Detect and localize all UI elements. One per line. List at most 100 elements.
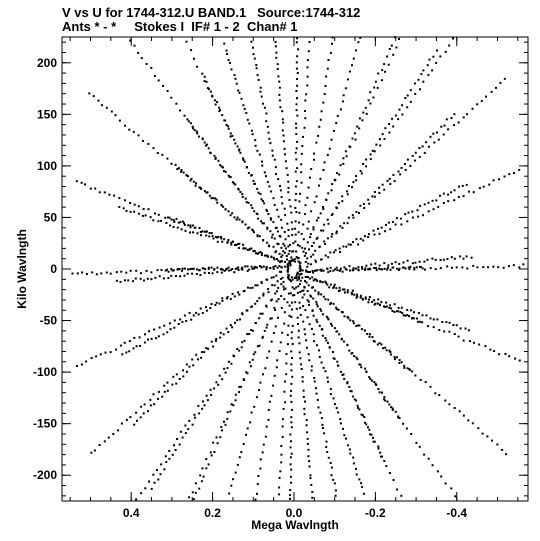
uv-point	[320, 229, 323, 232]
uv-point	[234, 77, 237, 80]
uv-point	[281, 129, 284, 132]
uv-point	[229, 324, 232, 327]
uv-point	[409, 100, 412, 103]
uv-point	[345, 245, 348, 248]
uv-point	[459, 327, 462, 330]
uv-point	[397, 269, 400, 271]
uv-point	[210, 303, 213, 305]
uv-point	[288, 304, 291, 307]
uv-point	[280, 196, 283, 199]
uv-point	[279, 185, 281, 188]
y-tick-label: 0	[50, 262, 57, 276]
uv-point	[169, 328, 172, 331]
uv-point	[327, 59, 330, 61]
uv-point	[286, 270, 289, 273]
uv-point	[320, 417, 323, 420]
uv-point	[380, 343, 383, 346]
uv-point	[318, 324, 321, 327]
uv-point	[140, 492, 143, 495]
uv-point	[246, 269, 249, 272]
uv-point	[325, 315, 328, 318]
uv-point	[301, 296, 304, 299]
uv-point	[261, 336, 264, 339]
uv-point	[201, 351, 204, 353]
uv-point	[221, 240, 224, 243]
uv-point	[253, 267, 256, 270]
uv-point	[329, 462, 332, 464]
uv-point	[351, 269, 354, 272]
uv-point	[128, 350, 131, 353]
uv-point	[422, 69, 425, 72]
uv-point	[329, 388, 332, 390]
uv-point	[398, 362, 401, 364]
uv-point	[330, 189, 333, 192]
uv-point	[326, 317, 329, 320]
uv-point	[157, 79, 160, 82]
uv-point	[334, 494, 337, 497]
uv-point	[297, 285, 300, 288]
uv-point	[284, 160, 287, 163]
uv-point	[171, 269, 174, 272]
uv-point	[273, 306, 276, 309]
uv-point	[288, 244, 291, 246]
uv-point	[368, 296, 371, 299]
uv-point	[290, 331, 293, 334]
uv-point	[274, 325, 277, 328]
uv-point	[227, 127, 230, 130]
uv-point	[187, 268, 190, 271]
uv-point	[317, 134, 320, 137]
uv-point	[85, 360, 88, 363]
uv-point	[298, 276, 300, 278]
uv-point	[290, 337, 293, 340]
uv-point	[330, 138, 333, 141]
uv-point	[297, 231, 300, 234]
uv-point	[137, 205, 140, 208]
uv-point	[147, 208, 150, 211]
uv-point	[364, 297, 367, 300]
uv-point	[296, 273, 298, 276]
uv-point	[161, 153, 164, 156]
uv-point	[218, 374, 221, 377]
uv-point	[318, 355, 321, 358]
uv-point	[216, 271, 219, 274]
uv-point	[275, 366, 278, 369]
uv-point	[201, 230, 204, 233]
uv-point	[513, 172, 515, 174]
uv-point	[346, 343, 349, 346]
uv-point	[351, 352, 354, 354]
uv-point	[220, 271, 223, 274]
uv-point	[298, 270, 301, 272]
uv-point	[353, 398, 356, 401]
uv-point	[270, 317, 273, 320]
uv-point	[312, 228, 315, 231]
uv-point	[167, 277, 170, 279]
uv-point	[296, 291, 299, 294]
uv-point	[407, 211, 410, 214]
uv-point	[273, 284, 276, 287]
uv-point	[378, 264, 381, 267]
uv-point	[234, 471, 237, 474]
uv-point	[239, 318, 241, 321]
uv-point	[85, 273, 88, 275]
uv-point	[311, 269, 314, 272]
uv-point	[471, 422, 474, 425]
uv-point	[245, 433, 247, 436]
uv-point	[167, 216, 169, 219]
uv-point	[235, 218, 238, 221]
uv-point	[362, 163, 365, 165]
uv-point	[345, 155, 348, 158]
uv-point	[223, 42, 226, 45]
uv-point	[253, 265, 256, 268]
uv-point	[324, 337, 327, 339]
uv-point	[290, 211, 293, 214]
uv-point	[320, 110, 323, 113]
uv-point	[329, 393, 332, 395]
uv-point	[244, 197, 247, 200]
uv-point	[305, 269, 308, 272]
uv-point	[253, 249, 256, 252]
uv-point	[117, 429, 120, 432]
uv-point	[400, 494, 403, 497]
uv-point	[192, 231, 195, 234]
uv-point	[222, 166, 224, 169]
